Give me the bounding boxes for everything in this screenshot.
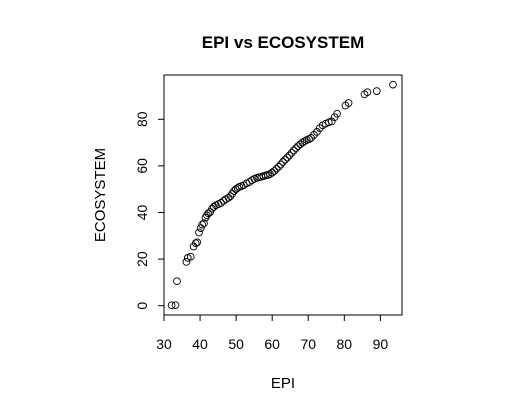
data-point xyxy=(274,162,283,171)
data-point xyxy=(363,88,372,97)
data-point xyxy=(182,258,191,266)
y-ticks: 0 20 40 60 80 xyxy=(134,111,164,310)
data-point xyxy=(224,193,233,202)
data-point xyxy=(198,220,207,229)
data-point xyxy=(233,184,242,192)
data-point xyxy=(276,160,285,169)
x-ticks: 30 40 50 60 70 80 90 xyxy=(156,315,388,352)
data-point xyxy=(287,148,296,157)
data-point xyxy=(281,155,290,164)
data-point xyxy=(173,277,181,286)
plot-frame xyxy=(163,74,403,316)
y-tick-label: 60 xyxy=(134,158,150,174)
data-point xyxy=(171,301,180,310)
x-axis: 30 40 50 60 70 80 90 xyxy=(156,314,388,352)
data-point xyxy=(333,109,341,118)
data-point xyxy=(217,199,225,207)
data-point xyxy=(305,135,313,143)
data-point xyxy=(283,153,292,162)
x-tick-label: 30 xyxy=(156,336,172,352)
data-point xyxy=(226,192,235,201)
data-point xyxy=(270,167,279,175)
x-tick-label: 50 xyxy=(228,336,244,352)
data-point xyxy=(315,124,324,132)
data-points xyxy=(167,80,397,310)
data-point xyxy=(298,138,307,147)
data-point xyxy=(200,219,208,228)
data-point xyxy=(344,99,353,107)
chart-title: EPI vs ECOSYSTEM xyxy=(202,33,365,52)
x-tick-label: 70 xyxy=(300,336,316,352)
x-tick-label: 40 xyxy=(192,336,208,352)
data-point xyxy=(167,301,176,310)
data-point xyxy=(272,164,281,173)
data-point xyxy=(186,252,195,261)
data-point xyxy=(289,146,298,155)
y-tick-label: 80 xyxy=(134,111,150,127)
x-axis-label: EPI xyxy=(271,375,295,392)
data-point xyxy=(193,238,202,247)
data-point xyxy=(300,137,309,146)
data-point xyxy=(372,87,381,95)
y-axis: 0 20 40 60 80 xyxy=(134,111,165,310)
data-point xyxy=(285,151,294,160)
y-axis-label: ECOSYSTEM xyxy=(92,148,109,242)
data-point xyxy=(279,158,287,166)
data-point xyxy=(195,228,203,237)
x-tick-label: 80 xyxy=(337,336,353,352)
y-tick-label: 20 xyxy=(134,251,150,267)
data-point xyxy=(191,239,200,248)
data-point xyxy=(292,144,300,153)
y-tick-label: 0 xyxy=(134,302,150,310)
x-tick-label: 90 xyxy=(373,336,389,352)
data-point xyxy=(389,80,397,89)
data-point xyxy=(268,168,277,177)
y-tick-label: 40 xyxy=(134,204,150,220)
x-tick-label: 60 xyxy=(264,336,280,352)
